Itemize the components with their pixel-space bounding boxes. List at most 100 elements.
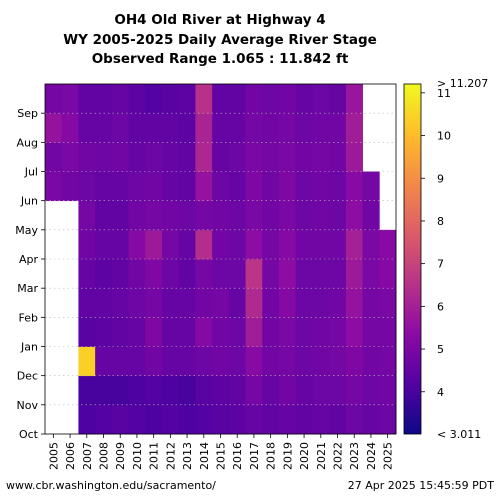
colorbar-tick-label-5: 5	[437, 343, 444, 356]
x-tick-label-2024: 2024	[365, 442, 378, 470]
heatmap-cell-2014-apr	[195, 229, 213, 260]
heatmap-cell-2014-sep	[195, 84, 213, 114]
heatmap-cell-2011-apr	[145, 229, 163, 260]
heatmap-cell-2008-apr	[95, 229, 113, 260]
heatmap-cell-2007-jun	[78, 171, 96, 202]
heatmap-cell-2025-nov	[379, 375, 397, 406]
heatmap-cell-2012-mar	[162, 259, 180, 289]
heatmap-cell-2012-jun	[162, 171, 180, 202]
heatmap-cell-2012-oct	[162, 404, 180, 435]
heatmap-cell-2013-aug	[178, 113, 196, 143]
heatmap-cell-2022-feb	[329, 288, 347, 318]
heatmap-cell-2005-jun	[45, 171, 63, 202]
heatmap-cell-2016-dec	[228, 346, 246, 377]
heatmap-cell-2013-sep	[178, 84, 196, 114]
heatmap-cell-2024-jun	[362, 171, 380, 202]
generated-timestamp: 27 Apr 2025 15:45:59 PDT	[348, 479, 495, 492]
heatmap-cell-2011-sep	[145, 84, 163, 114]
heatmap-cell-2020-dec	[295, 346, 313, 377]
heatmap-cell-2020-jun	[295, 171, 313, 202]
x-axis: 2005 2006 2007 2008 2009 2010 2011 2012 2013 2014…	[47, 434, 395, 470]
heatmap-cell-2014-mar	[195, 259, 213, 289]
colorbar-tick-label-11: 11	[437, 87, 451, 100]
x-tick-label-2009: 2009	[114, 442, 127, 470]
heatmap-cell-2008-jul	[95, 142, 113, 172]
heatmap-cell-2023-feb	[345, 288, 363, 318]
heatmap-cell-2017-aug	[245, 113, 263, 143]
y-tick-label-jul: Jul	[24, 166, 38, 179]
title-line-1: OH4 Old River at Highway 4	[114, 12, 325, 28]
heatmap-cell-2021-feb	[312, 288, 330, 318]
y-tick-label-apr: Apr	[19, 253, 39, 266]
heatmap-cell-2019-may	[279, 200, 297, 231]
heatmap-cell-2006-aug	[61, 113, 79, 143]
heatmap-cell-2012-apr	[162, 229, 180, 260]
colorbar-top-label: > 11.207	[437, 77, 488, 90]
heatmap-cell-2014-jul	[195, 142, 213, 172]
heatmap-cell-2017-dec	[245, 346, 263, 377]
heatmap-cell-2015-aug	[212, 113, 230, 143]
colorbar-tick-label-4: 4	[437, 386, 444, 399]
heatmap-cell-2011-nov	[145, 375, 163, 406]
heatmap-cell-2010-jun	[128, 171, 146, 202]
heatmap-cell-2012-aug	[162, 113, 180, 143]
x-tick-label-2005: 2005	[47, 442, 60, 470]
heatmap-cell-2010-oct	[128, 404, 146, 435]
heatmap-cell-2025-mar	[379, 259, 397, 289]
x-tick-label-2014: 2014	[198, 442, 211, 470]
heatmap-cell-2024-may	[362, 200, 380, 231]
heatmap-cell-2019-mar	[279, 259, 297, 289]
heatmap-cell-2007-dec	[78, 346, 96, 377]
heatmap-cell-2011-mar	[145, 259, 163, 289]
heatmap-cell-2007-apr	[78, 229, 96, 260]
heatmap-cell-2023-jul	[345, 142, 363, 172]
colorbar-tick-label-8: 8	[437, 215, 444, 228]
heatmap-cell-2016-oct	[228, 404, 246, 435]
y-tick-label-dec: Dec	[17, 370, 38, 383]
heatmap-cell-2008-may	[95, 200, 113, 231]
heatmap-cell-2015-may	[212, 200, 230, 231]
heatmap-cell-2013-feb	[178, 288, 196, 318]
heatmap-cell-2017-feb	[245, 288, 263, 318]
heatmap-cell-2009-sep	[111, 84, 129, 114]
heatmap-cell-2011-jan	[145, 317, 163, 347]
y-tick-label-nov: Nov	[17, 399, 39, 412]
heatmap-cell-2009-jun	[111, 171, 129, 202]
heatmap-cell-2010-jan	[128, 317, 146, 347]
heatmap-cell-2022-jun	[329, 171, 347, 202]
heatmap-cell-2022-mar	[329, 259, 347, 289]
heatmap-cell-2025-dec	[379, 346, 397, 377]
heatmap-cell-2023-jun	[345, 171, 363, 202]
heatmap-cell-2018-dec	[262, 346, 280, 377]
heatmap-cell-2011-feb	[145, 288, 163, 318]
heatmap-cell-2014-oct	[195, 404, 213, 435]
heatmap-cell-2013-dec	[178, 346, 196, 377]
heatmap-cell-2020-may	[295, 200, 313, 231]
heatmap-cell-2015-feb	[212, 288, 230, 318]
source-url: www.cbr.washington.edu/sacramento/	[6, 479, 216, 492]
colorbar-tick-label-9: 9	[437, 172, 444, 185]
heatmap-cell-2022-jan	[329, 317, 347, 347]
heatmap-cell-2024-feb	[362, 288, 380, 318]
x-tick-label-2016: 2016	[231, 442, 244, 470]
heatmap-cell-2010-nov	[128, 375, 146, 406]
heatmap-cell-2006-jun	[61, 171, 79, 202]
heatmap-cell-2010-aug	[128, 113, 146, 143]
heatmap-cell-2013-may	[178, 200, 196, 231]
heatmap-cell-2013-nov	[178, 375, 196, 406]
heatmap-cell-2014-jan	[195, 317, 213, 347]
heatmap-cell-2013-jun	[178, 171, 196, 202]
heatmap-cell-2020-apr	[295, 229, 313, 260]
colorbar: > 11.207 < 3.011 4 5 6 7 8 9 10 11	[403, 77, 488, 441]
y-tick-label-jan: Jan	[20, 341, 38, 354]
heatmap-cell-2014-dec	[195, 346, 213, 377]
heatmap-cell-2023-sep	[345, 84, 363, 114]
heatmap-cell-2022-apr	[329, 229, 347, 260]
heatmap-cell-2014-feb	[195, 288, 213, 318]
heatmap-cell-2017-may	[245, 200, 263, 231]
month-gridlines	[45, 112, 396, 406]
heatmap-cell-2022-dec	[329, 346, 347, 377]
heatmap-cell-2021-mar	[312, 259, 330, 289]
heatmap-cell-2019-jan	[279, 317, 297, 347]
heatmap-cell-2022-sep	[329, 84, 347, 114]
